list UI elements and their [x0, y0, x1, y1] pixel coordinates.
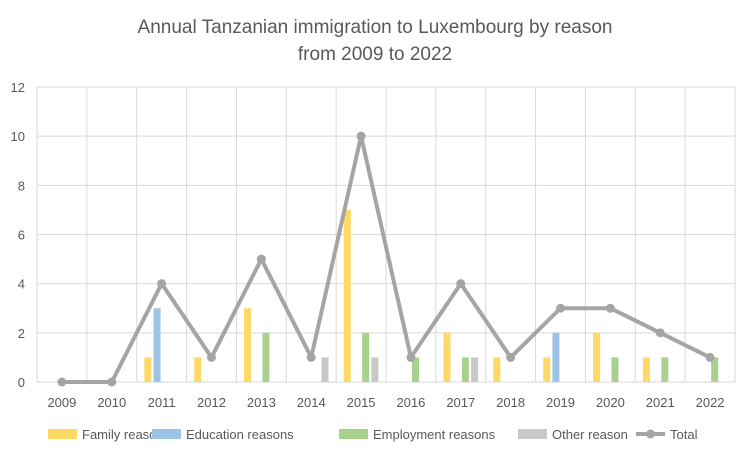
legend: Family reasons Education reasons Employmen… [48, 427, 698, 442]
bar-family-reasons [543, 357, 551, 382]
total-point [356, 131, 366, 141]
total-point [207, 352, 216, 362]
x-tick-label: 2017 [446, 395, 475, 410]
total-point [605, 303, 615, 313]
x-tick-label: 2016 [396, 395, 425, 410]
total-point [406, 352, 416, 362]
x-tick-label: 2010 [97, 395, 126, 410]
x-tick-label: 2015 [347, 395, 376, 410]
legend-label: Family reasons [82, 427, 171, 442]
bar-family-reasons [244, 308, 252, 382]
x-axis-ticks: 2009 2010 2011 2012 2013 2014 2015 2016 2017 2018… [47, 395, 724, 410]
bar-employment-reasons [661, 357, 669, 382]
y-axis-ticks: 0 2 4 6 8 10 12 [11, 80, 25, 390]
legend-label: Total [670, 427, 698, 442]
total-point [57, 377, 67, 387]
bar-family-reasons [194, 357, 202, 382]
total-point [256, 254, 266, 264]
y-tick-label: 8 [18, 178, 25, 193]
y-tick-label: 10 [11, 129, 25, 144]
x-tick-label: 2013 [247, 395, 276, 410]
bar-other-reason [321, 357, 329, 382]
total-point [107, 377, 117, 387]
gridlines [36, 86, 736, 383]
total-line-path [61, 134, 711, 384]
bar-employment-reasons [461, 357, 469, 382]
legend-swatch [518, 429, 547, 439]
total-point [705, 352, 715, 362]
total-point [655, 328, 665, 338]
bar-employment-reasons [262, 332, 270, 382]
bar-employment-reasons [362, 332, 370, 382]
bar-employment-reasons [711, 357, 719, 382]
bars [144, 209, 719, 382]
y-tick-label: 2 [18, 326, 25, 341]
total-point [556, 303, 565, 313]
y-tick-label: 12 [11, 80, 25, 95]
bar-employment-reasons [412, 357, 420, 382]
total-point [306, 352, 316, 362]
x-tick-label: 2022 [696, 395, 725, 410]
total-point [506, 352, 516, 362]
bar-employment-reasons [611, 357, 619, 382]
x-tick-label: 2020 [596, 395, 625, 410]
y-tick-label: 4 [18, 277, 25, 292]
x-tick-label: 2019 [546, 395, 575, 410]
bar-family-reasons [593, 332, 601, 382]
legend-swatch [152, 429, 181, 439]
legend-label: Education reasons [186, 427, 294, 442]
bar-family-reasons [493, 357, 501, 382]
x-tick-label: 2009 [47, 395, 76, 410]
legend-swatch [339, 429, 368, 439]
bar-education-reasons [552, 332, 560, 382]
bar-family-reasons [443, 332, 451, 382]
total-line [57, 131, 715, 387]
total-point [456, 279, 466, 289]
chart-title: Annual Tanzanian immigration to Luxembou… [138, 17, 613, 38]
total-point [157, 279, 167, 289]
legend-label: Other reason [552, 427, 628, 442]
y-tick-label: 6 [18, 228, 25, 243]
bar-other-reason [371, 357, 379, 382]
legend-label: Employment reasons [373, 427, 496, 442]
x-tick-label: 2021 [646, 395, 675, 410]
legend-marker [646, 429, 655, 439]
bar-family-reasons [144, 357, 152, 382]
y-tick-label: 0 [18, 375, 25, 390]
bar-family-reasons [642, 357, 650, 382]
x-tick-label: 2012 [197, 395, 226, 410]
legend-swatch [48, 429, 77, 439]
bar-other-reason [471, 357, 479, 382]
bar-education-reasons [153, 308, 161, 382]
chart-subtitle: from 2009 to 2022 [298, 44, 452, 65]
bar-family-reasons [343, 209, 351, 382]
x-tick-label: 2011 [148, 395, 176, 410]
x-tick-label: 2018 [496, 395, 525, 410]
x-tick-label: 2014 [297, 395, 326, 410]
